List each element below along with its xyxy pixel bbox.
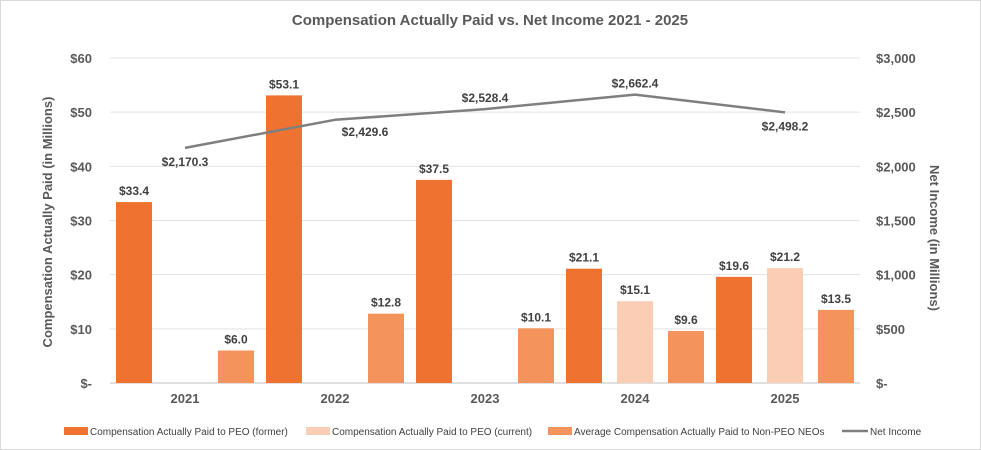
line-data-label: $2,528.4 — [462, 91, 509, 105]
x-tick-label: 2023 — [471, 391, 500, 406]
y2-tick-label: $1,500 — [876, 214, 916, 229]
bars — [116, 95, 854, 383]
legend-swatch — [306, 427, 330, 435]
y-tick-label: $20 — [70, 268, 92, 283]
bar — [767, 268, 803, 383]
line-data-label: $2,170.3 — [162, 155, 209, 169]
bar-data-label: $9.6 — [674, 313, 698, 327]
bar-data-label: $53.1 — [269, 77, 299, 91]
bar — [668, 331, 704, 383]
x-tick-label: 2021 — [171, 391, 200, 406]
legend-label: Compensation Actually Paid to PEO (curre… — [332, 427, 532, 438]
y2-axis-title: Net Income (in Millions) — [927, 165, 942, 311]
y2-tick-label: $1,000 — [876, 268, 916, 283]
bar-data-label: $33.4 — [119, 184, 149, 198]
bar — [716, 276, 752, 383]
x-tick-label: 2022 — [321, 391, 350, 406]
bar-data-label: $10.1 — [521, 310, 551, 324]
legend-label: Average Compensation Actually Paid to No… — [574, 427, 825, 438]
bar-data-label: $21.1 — [569, 251, 599, 265]
line-data-label: $2,429.6 — [342, 125, 389, 139]
left-axis-labels: $- $10 $20 $30 $40 $50 $60 — [70, 51, 92, 391]
bar — [116, 202, 152, 383]
y-tick-label: $30 — [70, 214, 92, 229]
y-tick-label: $50 — [70, 105, 92, 120]
legend: Compensation Actually Paid to PEO (forme… — [64, 427, 922, 438]
bar-data-label: $13.5 — [821, 292, 851, 306]
chart-title: Compensation Actually Paid vs. Net Incom… — [292, 12, 688, 29]
bar — [416, 179, 452, 383]
right-axis-labels: $- $500 $1,000 $1,500 $2,000 $2,500 $3,000 — [876, 51, 916, 391]
bar-data-label: $19.6 — [719, 259, 749, 273]
y-tick-label: $40 — [70, 159, 92, 174]
bar-data-label: $15.1 — [620, 283, 650, 297]
y2-tick-label: $- — [876, 376, 888, 391]
x-tick-label: 2025 — [771, 391, 800, 406]
x-axis-labels: 2021 2022 2023 2024 2025 — [171, 391, 800, 406]
bar — [818, 309, 854, 383]
y-tick-label: $10 — [70, 322, 92, 337]
bar — [518, 328, 554, 383]
net-income-line — [184, 93, 786, 150]
net-income-line-group — [184, 93, 786, 150]
legend-label: Compensation Actually Paid to PEO (forme… — [90, 427, 288, 438]
bar — [617, 301, 653, 383]
bar-data-label: $12.8 — [371, 296, 401, 310]
bar-data-label: $21.2 — [770, 250, 800, 264]
y-tick-label: $- — [80, 376, 92, 391]
x-tick-label: 2024 — [621, 391, 651, 406]
y-tick-label: $60 — [70, 51, 92, 66]
y-axis-title: Compensation Actually Paid (in Millions) — [40, 97, 55, 348]
y2-tick-label: $3,000 — [876, 51, 916, 66]
data-labels: $33.4 $53.1 $37.5 $21.1 $19.6 $15.1 $21.2 $6.0 $… — [119, 77, 851, 347]
y2-tick-label: $2,000 — [876, 159, 916, 174]
bar — [566, 268, 602, 383]
y2-tick-label: $2,500 — [876, 105, 916, 120]
bar-data-label: $37.5 — [419, 162, 449, 176]
bar — [218, 350, 254, 383]
legend-label: Net Income — [870, 427, 922, 438]
bar — [266, 95, 302, 383]
line-data-label: $2,498.2 — [762, 119, 809, 133]
bar — [368, 313, 404, 383]
legend-swatch — [548, 427, 572, 435]
y2-tick-label: $500 — [876, 322, 905, 337]
legend-swatch — [64, 427, 88, 435]
line-data-label: $2,662.4 — [612, 77, 659, 91]
bar-data-label: $6.0 — [224, 333, 248, 347]
